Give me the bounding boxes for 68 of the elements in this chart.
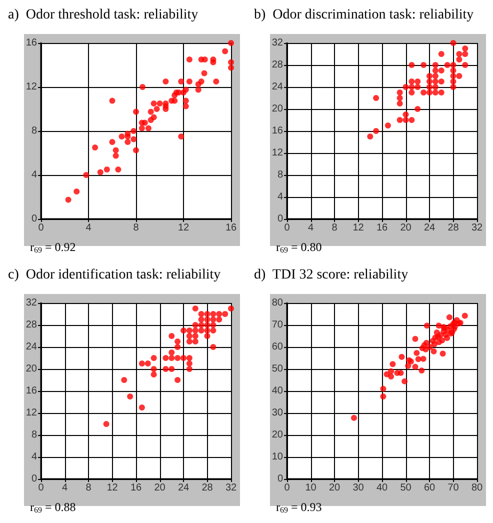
y-tick-label: 40	[272, 386, 284, 396]
x-tick-label: 4	[86, 222, 92, 234]
y-tick-label: 4	[277, 192, 284, 202]
x-tick-label: 16	[225, 222, 237, 234]
x-tick-label: 60	[424, 482, 436, 494]
y-tick-label: 0	[31, 214, 38, 224]
y-tick-label: 12	[26, 82, 38, 92]
chart-title: d) TDI 32 score: reliability	[254, 268, 408, 282]
y-tick-label: 4	[31, 170, 38, 180]
x-tick-label: 4	[62, 482, 68, 494]
y-tick-label: 32	[26, 298, 38, 308]
x-tick-label: 20	[400, 222, 412, 234]
y-tick-label: 20	[272, 430, 284, 440]
x-tick-label: 50	[400, 482, 412, 494]
x-tick-label: 28	[202, 482, 214, 494]
x-tick-label: 12	[106, 482, 118, 494]
y-tick-label: 32	[272, 38, 284, 48]
y-tick-label: 20	[26, 364, 38, 374]
x-tick-label: 20	[154, 482, 166, 494]
y-tick-label: 28	[272, 60, 284, 70]
x-tick-label: 28	[448, 222, 460, 234]
x-tick-label: 20	[328, 482, 340, 494]
y-tick-label: 8	[277, 170, 284, 180]
chart-title: b) Odor discrimination task: reliability	[254, 8, 474, 22]
x-tick-label: 0	[284, 222, 290, 234]
y-tick-label: 80	[272, 298, 284, 308]
x-tick-label: 12	[352, 222, 364, 234]
x-tick-label: 70	[448, 482, 460, 494]
y-tick-label: 8	[31, 126, 38, 136]
y-tick-label: 16	[272, 126, 284, 136]
chart-title: c) Odor identification task: reliability	[8, 268, 221, 282]
x-tick-label: 12	[178, 222, 190, 234]
y-tick-label: 16	[26, 386, 38, 396]
x-tick-label: 4	[308, 222, 314, 234]
y-tick-label: 0	[31, 474, 38, 484]
y-tick-label: 30	[272, 408, 284, 418]
x-tick-label: 16	[376, 222, 388, 234]
y-tick-label: 24	[272, 82, 284, 92]
x-tick-label: 8	[86, 482, 92, 494]
x-tick-label: 32	[471, 222, 483, 234]
x-tick-label: 16	[130, 482, 142, 494]
y-tick-label: 16	[26, 38, 38, 48]
y-tick-label: 12	[26, 408, 38, 418]
y-tick-label: 24	[26, 342, 38, 352]
chart-title: a) Odor threshold task: reliability	[8, 8, 198, 22]
y-tick-label: 50	[272, 364, 284, 374]
x-tick-label: 0	[38, 222, 44, 234]
x-tick-label: 10	[305, 482, 317, 494]
x-tick-label: 24	[178, 482, 190, 494]
x-tick-label: 30	[352, 482, 364, 494]
x-tick-label: 8	[133, 222, 140, 234]
y-tick-label: 60	[272, 342, 284, 352]
x-tick-label: 0	[38, 482, 44, 494]
x-tick-label: 32	[225, 482, 237, 494]
y-tick-label: 10	[272, 452, 284, 462]
x-tick-label: 40	[376, 482, 388, 494]
y-tick-label: 20	[272, 104, 284, 114]
x-tick-label: 8	[332, 222, 338, 234]
x-tick-label: 0	[284, 482, 290, 494]
y-tick-label: 28	[26, 320, 38, 330]
y-tick-label: 70	[272, 320, 284, 330]
x-tick-label: 24	[424, 222, 436, 234]
x-tick-label: 80	[471, 482, 483, 494]
y-tick-label: 12	[272, 148, 284, 158]
y-tick-label: 0	[277, 474, 284, 484]
y-tick-label: 4	[31, 452, 38, 462]
y-tick-label: 0	[277, 214, 284, 224]
y-tick-label: 8	[31, 430, 38, 440]
